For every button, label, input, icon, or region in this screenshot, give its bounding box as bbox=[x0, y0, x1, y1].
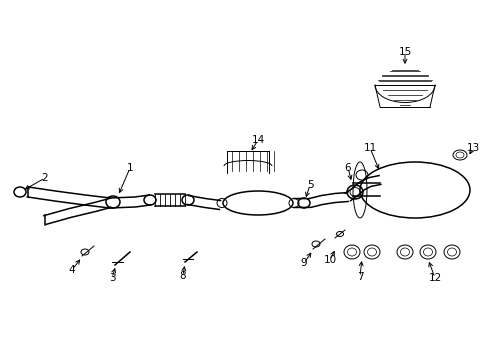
Text: 6: 6 bbox=[344, 163, 350, 173]
Text: 3: 3 bbox=[108, 273, 115, 283]
Text: 13: 13 bbox=[466, 143, 479, 153]
Text: 7: 7 bbox=[356, 272, 363, 282]
Text: 11: 11 bbox=[363, 143, 376, 153]
Text: 12: 12 bbox=[427, 273, 441, 283]
Text: 2: 2 bbox=[41, 173, 48, 183]
Text: 5: 5 bbox=[306, 180, 313, 190]
Text: 14: 14 bbox=[251, 135, 264, 145]
Text: 9: 9 bbox=[300, 258, 306, 268]
Text: 15: 15 bbox=[398, 47, 411, 57]
Text: 8: 8 bbox=[179, 271, 186, 281]
Text: 4: 4 bbox=[68, 265, 75, 275]
Text: 10: 10 bbox=[323, 255, 336, 265]
Text: 1: 1 bbox=[126, 163, 133, 173]
